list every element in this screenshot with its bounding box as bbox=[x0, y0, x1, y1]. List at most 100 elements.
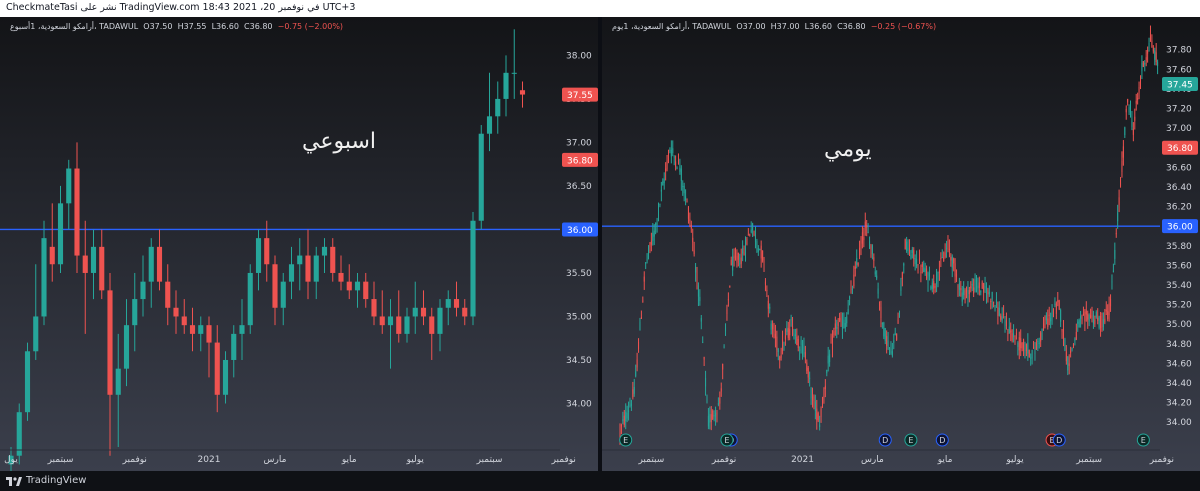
candle-body bbox=[662, 181, 664, 186]
candle-body bbox=[41, 238, 47, 317]
candle-body bbox=[863, 237, 865, 241]
candle-body bbox=[486, 116, 493, 134]
candle-body bbox=[680, 168, 682, 182]
candle-body bbox=[1048, 314, 1050, 316]
candle-body bbox=[930, 287, 932, 289]
candle-body bbox=[620, 425, 622, 427]
candle-body bbox=[1114, 250, 1116, 259]
candle-body bbox=[658, 204, 660, 214]
candle-body bbox=[1015, 332, 1017, 336]
candle-body bbox=[702, 341, 704, 343]
candle-body bbox=[800, 340, 802, 345]
event-marker-icon bbox=[1136, 433, 1150, 447]
candle-body bbox=[964, 290, 966, 300]
time-axis-tick: نوفمبر bbox=[122, 455, 147, 465]
candle-body bbox=[667, 152, 669, 157]
candle-body bbox=[404, 316, 410, 334]
candle-body bbox=[412, 307, 418, 317]
candle-body bbox=[774, 333, 776, 338]
candle-body bbox=[987, 289, 989, 295]
candle-body bbox=[1068, 363, 1070, 366]
candle-body bbox=[786, 328, 788, 333]
price-label-box bbox=[562, 222, 598, 237]
candle-body bbox=[857, 262, 859, 266]
candle-body bbox=[994, 305, 996, 311]
price-axis-tick: 36.60 bbox=[1166, 163, 1192, 173]
candle-body bbox=[789, 328, 791, 336]
candle-body bbox=[653, 230, 655, 237]
candle-body bbox=[779, 357, 781, 361]
candle-body bbox=[453, 299, 460, 308]
candle-body bbox=[918, 258, 920, 261]
candle-body bbox=[198, 325, 204, 334]
candle-body bbox=[851, 289, 853, 291]
candle-body bbox=[24, 351, 31, 413]
candle-body bbox=[1085, 310, 1087, 315]
daily-chart-panel[interactable]: 37.8037.6037.4037.2037.0036.8036.6036.40… bbox=[602, 17, 1200, 471]
candle-body bbox=[874, 271, 876, 275]
candle-body bbox=[804, 352, 806, 359]
price-label-box bbox=[562, 87, 598, 102]
candle-body bbox=[638, 341, 640, 349]
weekly-chart-svg[interactable]: 38.0037.5037.0036.5036.0035.5035.0034.50… bbox=[0, 17, 598, 471]
candle-body bbox=[961, 292, 963, 302]
candle-body bbox=[1088, 314, 1090, 322]
candle-body bbox=[1074, 339, 1076, 341]
event-marker-letter: D bbox=[882, 436, 888, 445]
candle-body bbox=[773, 326, 775, 335]
candle-body bbox=[829, 354, 831, 363]
candle-body bbox=[649, 242, 651, 247]
candle-body bbox=[937, 280, 939, 282]
candle-body bbox=[856, 258, 858, 265]
candle-body bbox=[928, 272, 930, 277]
candle-body bbox=[802, 344, 804, 356]
candle-body bbox=[635, 371, 637, 377]
candle-body bbox=[630, 403, 632, 407]
weekly-chart-panel[interactable]: 38.0037.5037.0036.5036.0035.5035.0034.50… bbox=[0, 17, 598, 471]
price-axis-tick: 34.00 bbox=[1166, 418, 1192, 428]
candle-body bbox=[629, 405, 631, 407]
candle-body bbox=[1030, 357, 1032, 359]
candle-body bbox=[338, 272, 344, 282]
candle-body bbox=[1147, 50, 1149, 54]
candle-body bbox=[1008, 326, 1010, 334]
legend-symbol: أرامكو السعودية، 1أسبوع، TADAWUL bbox=[10, 22, 139, 31]
candle-body bbox=[346, 281, 352, 291]
candle-body bbox=[206, 325, 212, 343]
panel-divider bbox=[598, 17, 602, 471]
candle-body bbox=[222, 359, 229, 395]
price-axis-tick: 34.00 bbox=[566, 399, 592, 409]
price-label-box bbox=[1162, 140, 1198, 155]
daily-chart-svg[interactable]: 37.8037.6037.4037.2037.0036.8036.6036.40… bbox=[602, 17, 1200, 471]
candle-body bbox=[1000, 315, 1002, 320]
time-axis-tick: يول bbox=[4, 455, 18, 465]
candle-body bbox=[123, 325, 130, 369]
candle-body bbox=[1050, 317, 1052, 322]
candle-body bbox=[57, 203, 64, 265]
candle-body bbox=[1142, 61, 1144, 67]
candle-body bbox=[799, 349, 801, 351]
candle-body bbox=[1071, 347, 1073, 350]
legend-low: L36.60 bbox=[804, 22, 832, 31]
candle-body bbox=[1081, 316, 1083, 323]
candle-body bbox=[1127, 98, 1129, 103]
event-marker-icon bbox=[935, 433, 949, 447]
candle-body bbox=[777, 349, 779, 352]
event-marker-letter: E bbox=[1050, 436, 1055, 445]
candle-body bbox=[181, 316, 187, 326]
candle-body bbox=[1125, 108, 1127, 113]
candle-body bbox=[643, 276, 645, 282]
candle-body bbox=[1011, 333, 1013, 341]
candle-body bbox=[1037, 341, 1039, 343]
candle-body bbox=[1097, 317, 1099, 321]
price-axis-tick: 34.40 bbox=[1166, 379, 1192, 389]
candle-body bbox=[1065, 351, 1067, 362]
candle-body bbox=[809, 377, 811, 379]
candle-body bbox=[819, 424, 821, 427]
candle-body bbox=[1084, 311, 1086, 322]
candle-body bbox=[1013, 333, 1015, 337]
candle-body bbox=[686, 201, 688, 203]
candle-body bbox=[1014, 339, 1016, 342]
candle-body bbox=[1144, 62, 1146, 65]
candle-body bbox=[985, 291, 987, 298]
